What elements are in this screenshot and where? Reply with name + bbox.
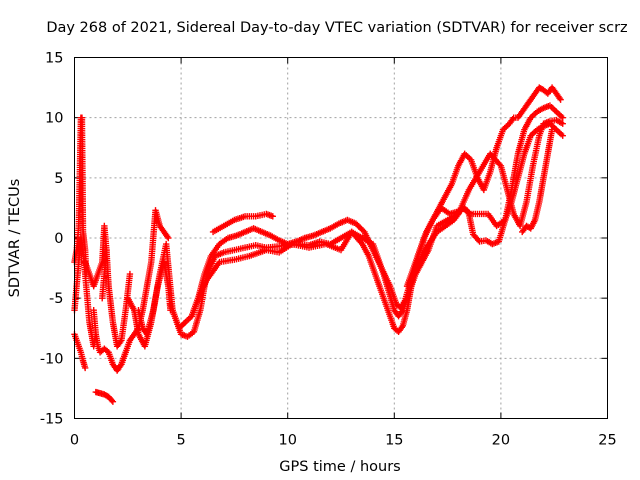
x-tick-label: 5 bbox=[176, 433, 185, 449]
y-tick-label: -10 bbox=[40, 351, 64, 367]
data-point bbox=[103, 347, 111, 355]
x-tick-label: 15 bbox=[385, 433, 403, 449]
data-point bbox=[126, 270, 134, 278]
series-arc-15 bbox=[519, 126, 556, 236]
x-axis-label: GPS time / hours bbox=[279, 459, 400, 475]
data-point bbox=[559, 120, 566, 127]
series-arc-12 bbox=[188, 120, 566, 320]
plot-frame bbox=[74, 57, 608, 419]
data-point bbox=[108, 397, 116, 404]
data-point bbox=[559, 114, 566, 121]
y-tick-label: -5 bbox=[49, 291, 63, 307]
x-tick-labels: 0 5 10 15 20 25 bbox=[70, 433, 617, 449]
data-point bbox=[269, 213, 276, 220]
data-point bbox=[165, 234, 172, 242]
data-point bbox=[81, 364, 89, 372]
series-arc-6 bbox=[92, 388, 117, 405]
x-tick-label: 25 bbox=[598, 433, 616, 449]
data-point bbox=[559, 132, 566, 139]
y-tick-label: 10 bbox=[45, 111, 63, 127]
series-arc-13 bbox=[209, 210, 276, 236]
data-point bbox=[557, 96, 564, 103]
data-point bbox=[109, 398, 117, 405]
series-arc-8 bbox=[113, 207, 172, 374]
data-points bbox=[71, 84, 566, 405]
y-tick-label: -15 bbox=[40, 412, 64, 428]
x-tick-label: 20 bbox=[492, 433, 510, 449]
data-point bbox=[359, 227, 367, 234]
y-tick-label: 5 bbox=[54, 171, 63, 187]
series-arc-4 bbox=[81, 222, 110, 290]
y-tick-label: 0 bbox=[54, 231, 63, 247]
chart-title: Day 268 of 2021, Sidereal Day-to-day VTE… bbox=[46, 20, 627, 36]
y-tick-labels: -15 -10 -5 0 5 10 15 bbox=[40, 51, 64, 428]
y-axis-label: SDTVAR / TECUs bbox=[7, 179, 23, 298]
series-arc-2 bbox=[71, 331, 89, 372]
series-arc-14 bbox=[403, 84, 564, 290]
y-tick-label: 15 bbox=[45, 51, 63, 67]
series-arc-3 bbox=[71, 234, 100, 350]
x-tick-label: 10 bbox=[278, 433, 296, 449]
data-point bbox=[548, 126, 556, 133]
series-arc-7 bbox=[99, 246, 134, 350]
x-tick-label: 0 bbox=[70, 433, 79, 449]
